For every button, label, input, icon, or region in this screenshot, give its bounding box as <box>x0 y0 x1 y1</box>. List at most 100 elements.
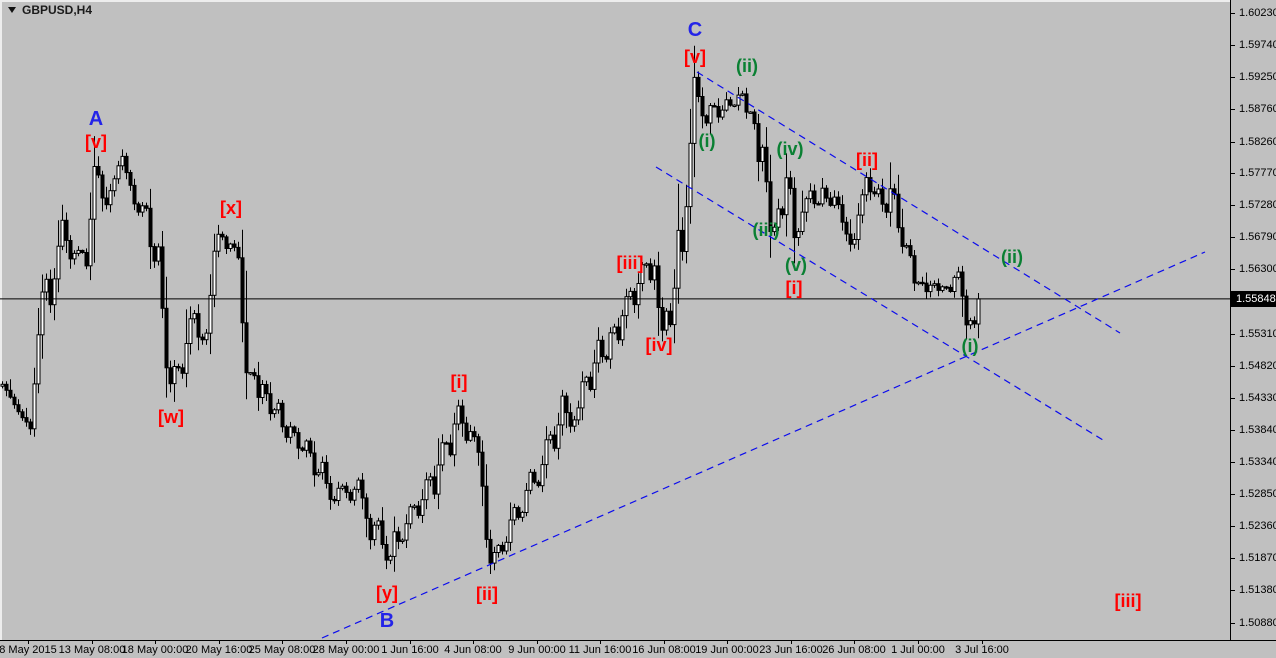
time-tick-label: 1 Jun 16:00 <box>381 644 439 656</box>
price-axis-tick <box>1231 462 1235 463</box>
time-axis-tick <box>155 641 156 644</box>
time-axis-tick <box>28 641 29 644</box>
price-tick-label: 1.56300 <box>1239 263 1276 275</box>
wave-label-14-ii[interactable]: (ii) <box>736 56 758 76</box>
time-axis-tick <box>92 641 93 644</box>
wave-label-5-y[interactable]: [y] <box>376 583 398 603</box>
wave-label-18-i[interactable]: [i] <box>785 278 803 298</box>
wave-label-16-iv[interactable]: (iv) <box>776 139 804 159</box>
wave-label-15-iii[interactable]: (iii) <box>752 220 780 240</box>
price-tick-label: 1.55310 <box>1239 328 1276 340</box>
current-price-marker: 1.55848 <box>1231 291 1276 307</box>
price-axis-tick <box>1231 590 1235 591</box>
price-axis-tick <box>1231 205 1235 206</box>
chart-title: GBPUSD,H4 <box>22 3 93 17</box>
time-axis-tick <box>664 641 665 644</box>
wave-label-11-C[interactable]: C <box>687 19 703 41</box>
time-axis[interactable]: 8 May 2015 13 May 08:00 18 May 00:00 20 May… <box>0 640 1276 658</box>
wave-label-8-ii[interactable]: [ii] <box>476 584 498 604</box>
price-tick-label: 1.52850 <box>1239 488 1276 500</box>
wave-label-6-B[interactable]: B <box>379 610 395 632</box>
trendline-2[interactable] <box>655 166 1104 441</box>
time-axis-tick <box>791 641 792 644</box>
trendline-3[interactable] <box>321 251 1206 639</box>
time-tick-label: 25 May 08:00 <box>248 644 316 656</box>
time-axis-tick <box>537 641 538 644</box>
time-tick-label: 18 May 00:00 <box>121 644 189 656</box>
price-tick-label: 1.59740 <box>1239 39 1276 51</box>
price-axis-tick <box>1231 558 1235 559</box>
wave-labels-layer: A [v] [x] [w] [y] B [i] [ii] [iii] [iv] C [v] (i) (ii… <box>85 19 1142 632</box>
time-tick-label: 8 May 2015 <box>0 644 57 656</box>
price-tick-label: 1.52360 <box>1239 520 1276 532</box>
wave-label-12-v[interactable]: [v] <box>684 47 706 67</box>
time-tick-label: 28 May 00:00 <box>312 644 380 656</box>
time-tick-label: 13 May 08:00 <box>58 644 126 656</box>
time-axis-tick <box>854 641 855 644</box>
price-axis-tick <box>1231 142 1235 143</box>
price-axis-tick <box>1231 526 1235 527</box>
wave-label-13-i[interactable]: (i) <box>698 131 716 151</box>
wave-label-22-iii[interactable]: [iii] <box>1114 591 1142 611</box>
price-axis-tick <box>1231 269 1235 270</box>
wave-label-1-A[interactable]: A <box>88 108 104 130</box>
price-tick-label: 1.56790 <box>1239 231 1276 243</box>
wave-label-4-w[interactable]: [w] <box>158 407 184 427</box>
price-tick-label: 1.57770 <box>1239 167 1276 179</box>
time-tick-label: 23 Jun 16:00 <box>759 644 823 656</box>
price-axis-tick <box>1231 13 1235 14</box>
price-axis-tick <box>1231 45 1235 46</box>
time-tick-label: 3 Jul 16:00 <box>955 644 1009 656</box>
price-tick-label: 1.53840 <box>1239 424 1276 436</box>
price-axis-tick <box>1231 494 1235 495</box>
time-axis-tick <box>727 641 728 644</box>
time-axis-tick <box>473 641 474 644</box>
time-axis-tick <box>410 641 411 644</box>
price-axis-tick <box>1231 623 1235 624</box>
trendline-1[interactable] <box>696 71 1121 334</box>
wave-label-9-iii[interactable]: [iii] <box>616 253 644 273</box>
price-axis-tick <box>1231 173 1235 174</box>
wave-label-21-ii[interactable]: (ii) <box>1001 247 1023 267</box>
time-tick-label: 20 May 16:00 <box>185 644 253 656</box>
wave-label-20-i[interactable]: (i) <box>961 336 979 356</box>
time-tick-label: 16 Jun 08:00 <box>632 644 696 656</box>
price-tick-label: 1.51870 <box>1239 552 1276 564</box>
time-axis-tick <box>600 641 601 644</box>
time-axis-tick <box>982 641 983 644</box>
price-axis-tick <box>1231 366 1235 367</box>
wave-label-7-i[interactable]: [i] <box>450 372 468 392</box>
price-tick-label: 1.57280 <box>1239 199 1276 211</box>
time-tick-label: 4 Jun 08:00 <box>444 644 502 656</box>
wave-label-2-v[interactable]: [v] <box>85 132 107 152</box>
candles <box>0 45 981 574</box>
symbol-dropdown-icon[interactable] <box>8 7 16 13</box>
time-axis-tick <box>918 641 919 644</box>
price-tick-label: 1.60230 <box>1239 7 1276 19</box>
wave-label-3-x[interactable]: [x] <box>220 198 242 218</box>
price-tick-label: 1.50880 <box>1239 617 1276 629</box>
price-tick-label: 1.58760 <box>1239 103 1276 115</box>
price-axis[interactable]: 1.55848 1.60230 1.59740 1.59250 1.58760 1.58… <box>1230 0 1276 640</box>
price-tick-label: 1.51380 <box>1239 584 1276 596</box>
time-tick-label: 11 Jun 16:00 <box>568 644 632 656</box>
wave-label-19-ii[interactable]: [ii] <box>856 150 878 170</box>
price-tick-label: 1.58260 <box>1239 136 1276 148</box>
price-tick-label: 1.54330 <box>1239 392 1276 404</box>
price-axis-tick <box>1231 398 1235 399</box>
price-axis-tick <box>1231 77 1235 78</box>
time-tick-label: 19 Jun 00:00 <box>695 644 759 656</box>
wave-label-17-v[interactable]: (v) <box>785 255 807 275</box>
price-axis-tick <box>1231 109 1235 110</box>
time-axis-tick <box>282 641 283 644</box>
time-tick-label: 1 Jul 00:00 <box>891 644 945 656</box>
price-tick-label: 1.53340 <box>1239 456 1276 468</box>
price-tick-label: 1.54820 <box>1239 360 1276 372</box>
time-axis-tick <box>346 641 347 644</box>
time-tick-label: 9 Jun 00:00 <box>508 644 566 656</box>
wave-label-10-iv[interactable]: [iv] <box>645 335 673 355</box>
time-axis-tick <box>219 641 220 644</box>
price-chart-plot[interactable] <box>0 0 1231 640</box>
price-axis-tick <box>1231 237 1235 238</box>
